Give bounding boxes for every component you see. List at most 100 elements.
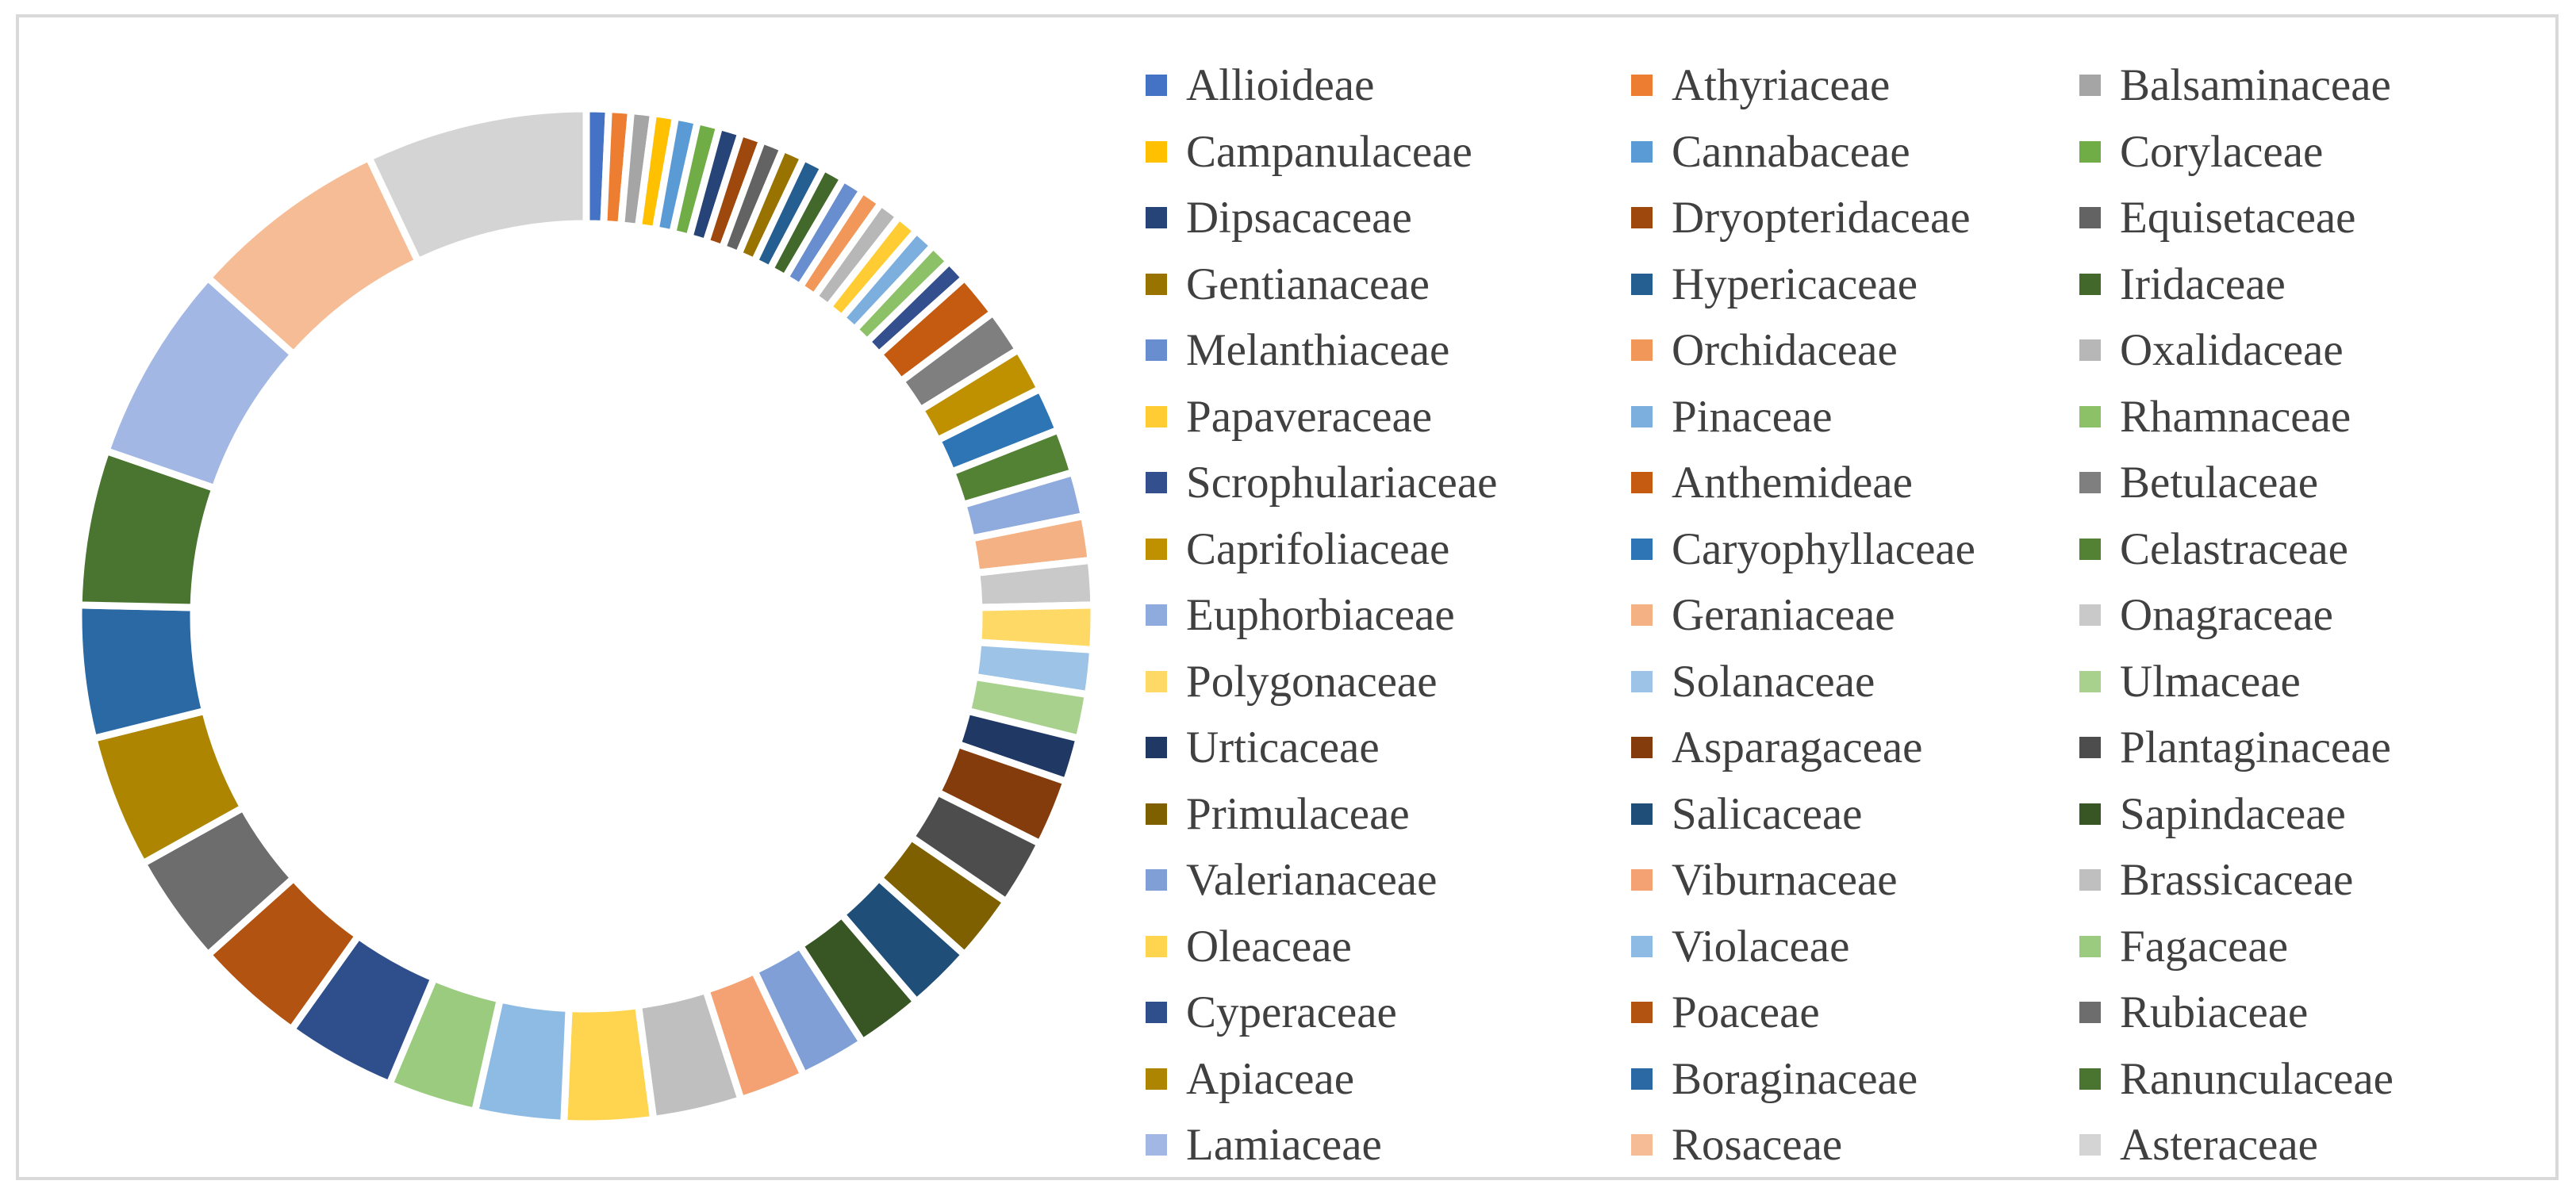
legend-swatch xyxy=(1631,935,1653,957)
legend-item: Ranunculaceae xyxy=(2079,1046,2555,1113)
legend-swatch xyxy=(2079,604,2101,627)
legend-label: Boraginaceae xyxy=(1672,1053,1918,1104)
legend-swatch xyxy=(1631,538,1653,560)
legend-item: Boraginaceae xyxy=(1631,1046,2079,1113)
legend-label: Lamiaceae xyxy=(1186,1120,1382,1171)
legend-swatch xyxy=(1146,737,1167,759)
legend-label: Scrophulariaceae xyxy=(1186,458,1498,508)
legend-swatch xyxy=(1146,273,1167,295)
legend-swatch xyxy=(2079,1002,2101,1024)
legend-swatch xyxy=(1146,472,1167,494)
legend-item: Cyperaceae xyxy=(1146,979,1631,1046)
chart-frame: Allioideae Athyriaceae Balsaminaceae Campan… xyxy=(16,14,2559,1180)
legend-item: Ulmaceae xyxy=(2079,649,2555,715)
legend-label: Melanthiaceae xyxy=(1186,325,1450,376)
legend-label: Polygonaceae xyxy=(1186,656,1438,707)
legend-item: Gentianaceae xyxy=(1146,251,1631,318)
legend-item: Geraniaceae xyxy=(1631,582,2079,649)
legend-swatch xyxy=(1146,339,1167,362)
legend-swatch xyxy=(2079,935,2101,957)
legend-swatch xyxy=(2079,670,2101,692)
legend-item: Euphorbiaceae xyxy=(1146,582,1631,649)
legend-label: Urticaceae xyxy=(1186,723,1380,773)
legend-swatch xyxy=(1631,604,1653,627)
legend-label: Salicaceae xyxy=(1672,788,1863,839)
legend-item: Melanthiaceae xyxy=(1146,317,1631,384)
legend-swatch xyxy=(1631,75,1653,97)
legend-item: Asparagaceae xyxy=(1631,715,2079,781)
legend-item: Pinaceae xyxy=(1631,384,2079,450)
legend-item: Valerianaceae xyxy=(1146,847,1631,914)
legend-item: Hypericaceae xyxy=(1631,251,2079,318)
legend-swatch xyxy=(1146,538,1167,560)
legend-swatch xyxy=(1631,405,1653,427)
legend-swatch xyxy=(2079,405,2101,427)
legend-label: Equisetaceae xyxy=(2120,193,2356,243)
legend-swatch xyxy=(2079,1134,2101,1156)
legend-item: Dryopteridaceae xyxy=(1631,185,2079,251)
legend-item: Apiaceae xyxy=(1146,1046,1631,1113)
legend-label: Iridaceae xyxy=(2120,259,2286,309)
legend-swatch xyxy=(2079,1068,2101,1090)
legend-label: Hypericaceae xyxy=(1672,259,1918,309)
legend-label: Rhamnaceae xyxy=(2120,391,2351,442)
legend-swatch xyxy=(2079,75,2101,97)
legend-item: Caprifoliaceae xyxy=(1146,516,1631,583)
legend-item: Betulaceae xyxy=(2079,450,2555,516)
legend-label: Gentianaceae xyxy=(1186,259,1430,309)
legend-label: Geraniaceae xyxy=(1672,590,1895,641)
legend-label: Caprifoliaceae xyxy=(1186,523,1450,574)
legend-label: Plantaginaceae xyxy=(2120,723,2391,773)
legend-item: Equisetaceae xyxy=(2079,185,2555,251)
legend-swatch xyxy=(2079,472,2101,494)
legend-label: Allioideae xyxy=(1186,60,1375,111)
legend-item: Celastraceae xyxy=(2079,516,2555,583)
legend-label: Primulaceae xyxy=(1186,788,1410,839)
legend-swatch xyxy=(1146,604,1167,627)
legend-label: Oxalidaceae xyxy=(2120,325,2344,376)
legend-swatch xyxy=(1146,670,1167,692)
legend-label: Athyriaceae xyxy=(1672,60,1891,111)
legend-item: Brassicaceae xyxy=(2079,847,2555,914)
legend-label: Papaveraceae xyxy=(1186,391,1433,442)
legend-label: Viburnaceae xyxy=(1672,855,1898,906)
legend-swatch xyxy=(1631,472,1653,494)
legend-swatch xyxy=(1631,1002,1653,1024)
legend-item: Rubiaceae xyxy=(2079,979,2555,1046)
donut-slice-asteraceae xyxy=(363,105,590,266)
legend-item: Asteraceae xyxy=(2079,1112,2555,1179)
legend-label: Asteraceae xyxy=(2120,1120,2318,1171)
legend-item: Violaceae xyxy=(1631,914,2079,980)
legend-item: Oleaceae xyxy=(1146,914,1631,980)
legend-swatch xyxy=(2079,140,2101,163)
legend-item: Primulaceae xyxy=(1146,781,1631,848)
legend-item: Caryophyllaceae xyxy=(1631,516,2079,583)
legend-label: Solanaceae xyxy=(1672,656,1875,707)
legend-item: Papaveraceae xyxy=(1146,384,1631,450)
legend-label: Poaceae xyxy=(1672,987,1820,1038)
legend-swatch xyxy=(1146,75,1167,97)
legend-label: Cyperaceae xyxy=(1186,987,1397,1038)
legend-swatch xyxy=(1146,1068,1167,1090)
legend-swatch xyxy=(1631,273,1653,295)
donut-chart xyxy=(75,105,1098,1128)
legend-swatch xyxy=(1631,1068,1653,1090)
legend-label: Anthemideae xyxy=(1672,458,1913,508)
legend-swatch xyxy=(2079,869,2101,891)
legend-item: Polygonaceae xyxy=(1146,649,1631,715)
legend-item: Viburnaceae xyxy=(1631,847,2079,914)
legend-item: Lamiaceae xyxy=(1146,1112,1631,1179)
legend-label: Onagraceae xyxy=(2120,590,2333,641)
legend-item: Fagaceae xyxy=(2079,914,2555,980)
legend-item: Rosaceae xyxy=(1631,1112,2079,1179)
legend-label: Balsaminaceae xyxy=(2120,60,2391,111)
legend-item: Anthemideae xyxy=(1631,450,2079,516)
legend-label: Orchidaceae xyxy=(1672,325,1898,376)
legend-swatch xyxy=(1631,339,1653,362)
legend-swatch xyxy=(1146,1134,1167,1156)
legend-swatch xyxy=(1146,803,1167,825)
legend-label: Dipsacaceae xyxy=(1186,193,1412,243)
legend-label: Valerianaceae xyxy=(1186,855,1438,906)
legend-swatch xyxy=(2079,538,2101,560)
legend-label: Dryopteridaceae xyxy=(1672,193,1971,243)
